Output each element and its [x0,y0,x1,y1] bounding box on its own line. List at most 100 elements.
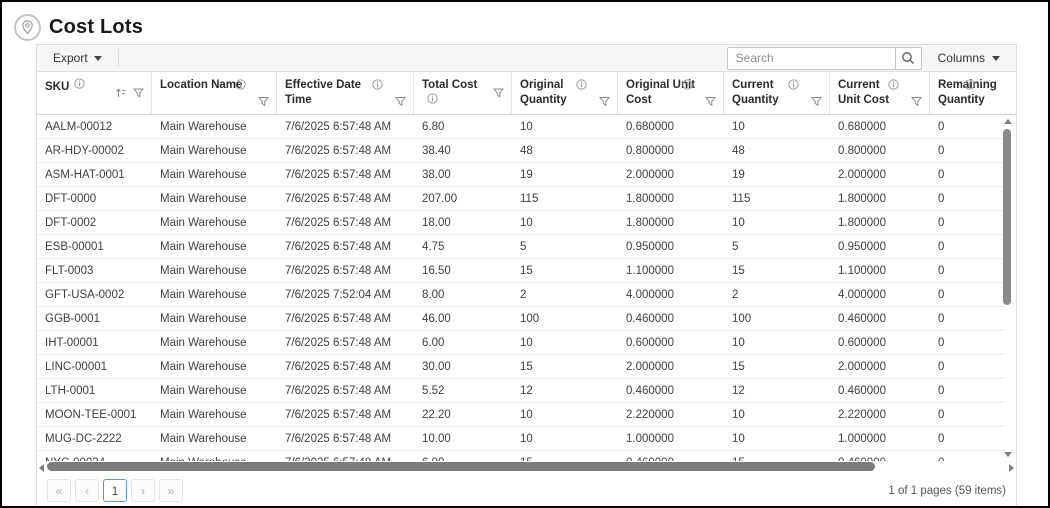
info-icon[interactable] [372,79,383,90]
scroll-down-icon[interactable] [1004,452,1012,457]
table-cell: 48 [520,144,533,157]
vertical-scrollbar-thumb[interactable] [1003,129,1011,305]
info-icon[interactable] [576,79,587,90]
table-row[interactable]: LINC-00001 Main Warehouse 7/6/2025 6:57:48… [37,355,1005,379]
table-cell: 10 [732,432,745,445]
filter-funnel-icon[interactable] [395,96,406,107]
table-cell: 0.950000 [626,240,674,253]
table-cell: 0 [938,408,945,421]
scroll-right-icon[interactable] [1009,464,1014,472]
table-cell: 46.00 [422,312,451,325]
column-header-current-quantity[interactable]: Current Quantity [724,72,830,114]
column-header-original-unit-cost[interactable]: Original Unit Cost [618,72,724,114]
filter-funnel-icon[interactable] [811,96,822,107]
table-cell: 7/6/2025 6:57:48 AM [285,336,392,349]
table-row[interactable]: MUG-DC-2222 Main Warehouse 7/6/2025 6:57:4… [37,427,1005,451]
filter-funnel-icon[interactable] [133,88,144,99]
vertical-scrollbar[interactable] [1002,115,1014,461]
first-page-button[interactable]: « [47,479,71,502]
filter-funnel-icon[interactable] [493,88,504,99]
scroll-up-icon[interactable] [1004,119,1012,124]
column-header-sku[interactable]: SKU [37,72,152,114]
table-row[interactable]: LTH-0001 Main Warehouse 7/6/2025 6:57:48 A… [37,379,1005,403]
table-cell: 10 [520,432,533,445]
table-cell: 4.75 [422,240,445,253]
column-header-label: Current Quantity [732,79,779,106]
table-cell: 0 [938,240,945,253]
table-cell: 0.680000 [838,120,886,133]
table-row[interactable]: DFT-0002 Main Warehouse 7/6/2025 6:57:48 A… [37,211,1005,235]
table-cell: 0 [938,168,945,181]
table-row[interactable]: AR-HDY-00002 Main Warehouse 7/6/2025 6:57:… [37,139,1005,163]
table-cell: FLT-0003 [45,264,94,277]
column-header-current-unit-cost[interactable]: Current Unit Cost [830,72,930,114]
info-icon[interactable] [964,79,975,90]
table-cell: 10 [732,120,745,133]
table-row[interactable]: AALM-00012 Main Warehouse 7/6/2025 6:57:48… [37,115,1005,139]
table-row[interactable]: IHT-00001 Main Warehouse 7/6/2025 6:57:48 … [37,331,1005,355]
table-cell: Main Warehouse [160,432,247,445]
toolbar-divider [117,49,119,67]
columns-button[interactable]: Columns [930,48,1008,68]
info-icon[interactable] [788,79,799,90]
horizontal-scrollbar-thumb[interactable] [47,462,875,471]
info-icon[interactable] [682,79,693,90]
table-body: AALM-00012 Main Warehouse 7/6/2025 6:57:48… [37,115,1005,461]
previous-page-button[interactable]: ‹ [75,479,99,502]
info-icon[interactable] [235,79,246,90]
table-cell: 7/6/2025 6:57:48 AM [285,264,392,277]
table-row[interactable]: DFT-0000 Main Warehouse 7/6/2025 6:57:48 A… [37,187,1005,211]
column-header-total-cost[interactable]: Total Cost [414,72,512,114]
export-button[interactable]: Export [43,48,112,68]
info-icon[interactable] [427,93,438,104]
column-header-effective-date-time[interactable]: Effective Date Time [277,72,414,114]
column-header-remaining-quantity[interactable]: Remaining Quantity [930,72,1005,114]
table-cell: 0 [938,120,945,133]
sort-ascending-icon[interactable] [115,88,127,99]
table-cell: 1.800000 [626,216,674,229]
filter-funnel-icon[interactable] [911,96,922,107]
table-cell: 38.40 [422,144,451,157]
search-button[interactable] [894,46,922,70]
column-header-label: Effective Date Time [285,79,362,106]
filter-funnel-icon[interactable] [258,96,269,107]
last-page-button[interactable]: » [159,479,183,502]
table-cell: 7/6/2025 7:52:04 AM [285,288,392,301]
filter-funnel-icon[interactable] [705,96,716,107]
table-row[interactable]: MOON-TEE-0001 Main Warehouse 7/6/2025 6:57… [37,403,1005,427]
table-row[interactable]: GFT-USA-0002 Main Warehouse 7/6/2025 7:52:… [37,283,1005,307]
column-header-original-quantity[interactable]: Original Quantity [512,72,618,114]
table-cell: Main Warehouse [160,312,247,325]
table-cell: 30.00 [422,360,451,373]
table-cell: 0.600000 [838,336,886,349]
cost-lots-grid: Export Columns [36,44,1017,506]
column-header-label: SKU [45,81,70,93]
table-cell: 38.00 [422,168,451,181]
table-row[interactable]: FLT-0003 Main Warehouse 7/6/2025 6:57:48 A… [37,259,1005,283]
location-pin-icon [14,14,41,41]
filter-funnel-icon[interactable] [599,96,610,107]
table-cell: 5.52 [422,384,445,397]
horizontal-scrollbar[interactable] [37,461,1014,475]
table-cell: 16.50 [422,264,451,277]
column-header-label: Location Name [160,79,243,91]
table-cell: 1.000000 [626,432,674,445]
table-cell: 7/6/2025 6:57:48 AM [285,216,392,229]
search-input[interactable] [726,46,895,70]
column-header-location-name[interactable]: Location Name [152,72,277,114]
table-cell: 2.000000 [626,360,674,373]
table-row[interactable]: GGB-0001 Main Warehouse 7/6/2025 6:57:48 A… [37,307,1005,331]
table-cell: 0.460000 [838,384,886,397]
table-row[interactable]: ASM-HAT-0001 Main Warehouse 7/6/2025 6:57:… [37,163,1005,187]
page-1-button[interactable]: 1 [103,479,127,502]
info-icon[interactable] [74,78,85,89]
info-icon[interactable] [888,79,899,90]
table-cell: 19 [520,168,533,181]
table-row[interactable]: ESB-00001 Main Warehouse 7/6/2025 6:57:48 … [37,235,1005,259]
scroll-left-icon[interactable] [39,464,44,472]
table-cell: 2 [520,288,527,301]
next-page-button[interactable]: › [131,479,155,502]
table-cell: 1.100000 [838,264,886,277]
